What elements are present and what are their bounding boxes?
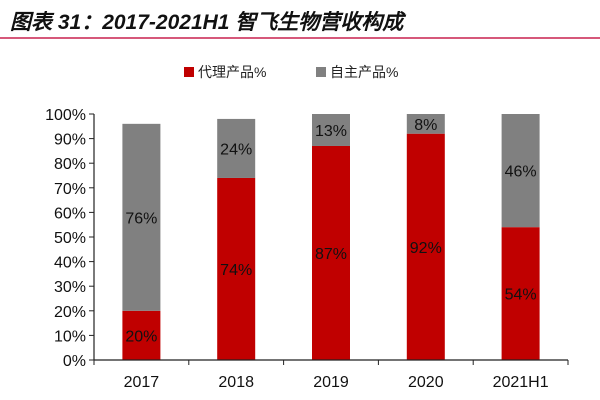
x-tick-label: 2018 bbox=[218, 374, 254, 391]
legend-swatch-1 bbox=[316, 67, 326, 77]
bar-1-2019 bbox=[312, 114, 350, 146]
data-label: 20% bbox=[125, 328, 157, 345]
data-label: 24% bbox=[220, 141, 252, 158]
x-tick-label: 2020 bbox=[408, 374, 444, 391]
data-label: 74% bbox=[220, 262, 252, 279]
bar-1-2021H1 bbox=[501, 114, 540, 228]
legend-label-0: 代理产品% bbox=[198, 64, 266, 80]
title-divider bbox=[0, 37, 600, 39]
bar-0-2020 bbox=[406, 133, 445, 360]
y-tick-label: 60% bbox=[54, 205, 86, 222]
y-tick-label: 40% bbox=[54, 255, 86, 272]
legend-swatch-0 bbox=[184, 67, 194, 77]
data-label: 46% bbox=[505, 164, 537, 181]
bar-0-2019 bbox=[312, 145, 350, 360]
x-tick-label: 2017 bbox=[124, 374, 160, 391]
y-tick-label: 70% bbox=[54, 181, 86, 198]
legend-label-1: 自主产品% bbox=[330, 64, 398, 80]
chart-title: 图表 31：2017-2021H1 智飞生物营收构成 bbox=[10, 11, 404, 34]
bar-1-2017 bbox=[122, 123, 161, 311]
y-tick-label: 100% bbox=[45, 107, 86, 124]
bar-0-2018 bbox=[217, 177, 256, 360]
x-tick-label: 2021H1 bbox=[493, 374, 549, 391]
data-label: 54% bbox=[505, 287, 537, 304]
y-tick-label: 90% bbox=[54, 132, 86, 149]
data-label: 13% bbox=[315, 123, 347, 140]
y-tick-label: 10% bbox=[54, 328, 86, 345]
bar-0-2021H1 bbox=[501, 227, 540, 360]
y-tick-label: 20% bbox=[54, 304, 86, 321]
bar-0-2017 bbox=[122, 310, 161, 360]
x-tick-label: 2019 bbox=[313, 374, 349, 391]
data-label: 8% bbox=[414, 117, 437, 134]
y-tick-label: 50% bbox=[54, 230, 86, 247]
bar-1-2020 bbox=[406, 114, 445, 134]
bar-1-2018 bbox=[217, 118, 256, 178]
data-label: 87% bbox=[315, 246, 347, 263]
y-tick-label: 80% bbox=[54, 156, 86, 173]
y-tick-label: 30% bbox=[54, 279, 86, 296]
data-label: 92% bbox=[410, 240, 442, 257]
y-tick-label: 0% bbox=[63, 353, 86, 370]
data-label: 76% bbox=[125, 210, 157, 227]
